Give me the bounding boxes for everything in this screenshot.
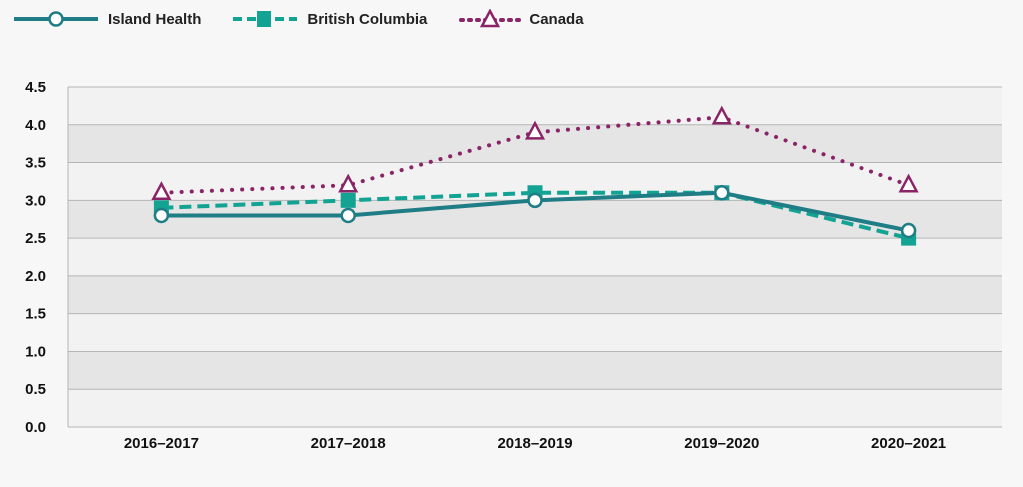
legend-label: British Columbia bbox=[307, 10, 428, 28]
data-point-island-health bbox=[153, 207, 170, 224]
data-point-canada bbox=[711, 105, 732, 125]
data-point-british-columbia bbox=[340, 192, 356, 208]
plot-band bbox=[68, 351, 1002, 390]
x-tick-label: 2017–2018 bbox=[311, 435, 386, 452]
legend-marker-square-icon bbox=[233, 11, 298, 27]
plot-band bbox=[68, 87, 1002, 125]
data-point-island-health bbox=[900, 222, 917, 239]
legend-marker-triangle-icon bbox=[459, 9, 522, 28]
data-point-island-health bbox=[340, 207, 356, 224]
x-tick-label: 2016–2017 bbox=[124, 435, 199, 452]
data-point-island-health bbox=[527, 192, 543, 209]
y-tick-label: 4.5 bbox=[25, 79, 46, 96]
plot-band bbox=[68, 275, 1002, 314]
data-point-canada bbox=[151, 181, 172, 201]
legend-item-canada: Canada bbox=[457, 9, 584, 29]
data-point-canada bbox=[338, 173, 359, 193]
legend-label: Island Health bbox=[108, 10, 202, 28]
y-tick-label: 2.0 bbox=[25, 268, 46, 285]
x-tick-label: 2019–2020 bbox=[684, 435, 759, 452]
series-line-canada bbox=[159, 115, 911, 195]
plot-band bbox=[68, 389, 1002, 427]
plot-band bbox=[68, 313, 1002, 352]
data-point-canada bbox=[898, 173, 919, 193]
x-tick-label: 2020–2021 bbox=[871, 435, 946, 452]
y-tick-label: 2.5 bbox=[25, 230, 46, 247]
legend-item-british-columbia: British Columbia bbox=[231, 9, 427, 29]
y-tick-label: 1.0 bbox=[25, 343, 46, 360]
y-tick-label: 4.0 bbox=[25, 117, 46, 134]
legend-marker-circle-icon bbox=[14, 11, 98, 27]
plot-band bbox=[68, 238, 1002, 276]
legend-label: Canada bbox=[529, 10, 584, 28]
y-tick-label: 0.5 bbox=[25, 381, 46, 398]
legend-item-island-health: Island Health bbox=[12, 9, 201, 29]
chart-legend: Island Health British Columbia Canada bbox=[12, 6, 614, 32]
y-tick-label: 0.0 bbox=[25, 419, 46, 436]
x-tick-label: 2018–2019 bbox=[497, 435, 572, 452]
y-tick-label: 3.0 bbox=[25, 192, 46, 209]
data-point-canada bbox=[524, 120, 546, 140]
data-point-island-health bbox=[714, 185, 730, 201]
y-tick-label: 1.5 bbox=[25, 306, 46, 323]
y-tick-label: 3.5 bbox=[25, 155, 46, 172]
